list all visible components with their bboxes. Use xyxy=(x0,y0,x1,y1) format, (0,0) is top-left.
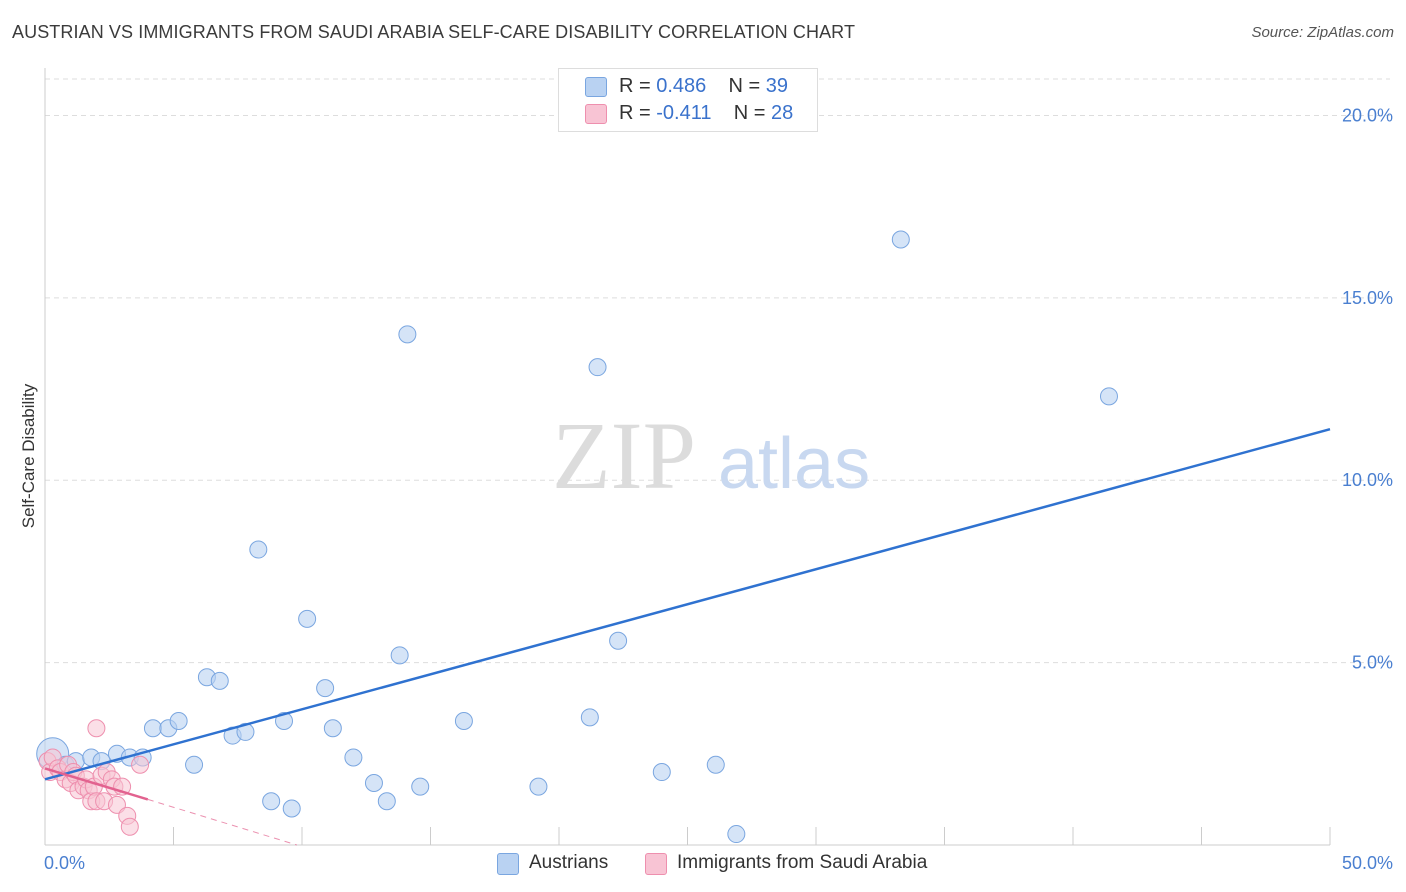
austrians-point xyxy=(169,711,188,730)
source-label: Source: ZipAtlas.com xyxy=(1251,24,1394,41)
legend-r-label: R = xyxy=(619,102,651,124)
legend-r-label: R = xyxy=(619,75,651,97)
legend-text-saudi: R = -0.411 N = 28 xyxy=(619,102,793,125)
y-tick-label-2: 15.0% xyxy=(1342,288,1393,308)
austrians-point xyxy=(282,799,301,818)
y-tick-label-0: 5.0% xyxy=(1352,653,1393,673)
bottom-legend-label-austrians: Austrians xyxy=(529,852,609,873)
austrians-point xyxy=(580,708,599,727)
austrians-point xyxy=(706,755,725,774)
legend-n-label: N = xyxy=(728,75,761,97)
bottom-legend-swatch-pink xyxy=(645,853,667,875)
legend-r-value-austrians: 0.486 xyxy=(656,75,707,97)
austrians-point xyxy=(398,325,417,344)
trend-lines xyxy=(44,427,1331,846)
austrians-point xyxy=(275,711,294,730)
austrians-point xyxy=(609,631,628,650)
y-axis-label: Self-Care Disability xyxy=(19,383,38,528)
austrians-point xyxy=(411,777,430,796)
legend-swatch-blue xyxy=(585,77,607,97)
austrians-point xyxy=(323,719,342,738)
austrians-point xyxy=(891,230,910,249)
legend-text-austrians: R = 0.486 N = 39 xyxy=(619,75,788,98)
austrians-point xyxy=(185,755,204,774)
austrians-trend-line xyxy=(44,427,1331,781)
legend-n-value-austrians: 39 xyxy=(765,75,789,97)
austrians-point xyxy=(1099,387,1118,406)
austrians-point xyxy=(210,671,229,690)
austrians-point xyxy=(390,646,409,665)
austrians-point xyxy=(364,773,383,792)
watermark-atlas: atlas xyxy=(718,424,870,504)
watermark-zip: ZIP xyxy=(552,402,696,509)
bottom-legend-swatch-blue xyxy=(497,853,519,875)
y-tick-label-3: 20.0% xyxy=(1342,105,1393,125)
legend-r-value-saudi: -0.411 xyxy=(656,102,712,124)
bottom-legend-label-saudi: Immigrants from Saudi Arabia xyxy=(677,852,928,873)
saudi-trend-line xyxy=(44,767,149,801)
austrians-point xyxy=(316,679,335,698)
austrians-point xyxy=(529,777,548,796)
legend-swatch-pink xyxy=(585,104,607,124)
gridlines xyxy=(45,78,1390,664)
austrians-point xyxy=(652,763,671,782)
austrians-points xyxy=(36,230,1118,844)
austrians-point xyxy=(727,825,746,844)
austrians-point xyxy=(454,711,473,730)
austrians-point xyxy=(143,719,162,738)
saudi-point xyxy=(87,719,106,738)
correlation-legend: R = 0.486 N = 39 R = -0.411 N = 28 xyxy=(558,68,818,132)
austrians-point xyxy=(262,792,281,811)
tick-labels: 5.0% 10.0% 15.0% 20.0% 0.0% 50.0% xyxy=(44,105,1393,873)
austrians-point xyxy=(377,792,396,811)
chart-title: AUSTRIAN VS IMMIGRANTS FROM SAUDI ARABIA… xyxy=(12,22,856,42)
saudi-point xyxy=(120,817,139,836)
austrians-point xyxy=(344,748,363,767)
axes xyxy=(44,68,1331,846)
saudi-trend-extension xyxy=(147,798,298,846)
legend-n-value-saudi: 28 xyxy=(770,102,794,124)
x-tick-label-0: 0.0% xyxy=(44,853,85,873)
legend-n-label: N = xyxy=(733,102,766,124)
x-tick-label-1: 50.0% xyxy=(1342,853,1393,873)
saudi-point xyxy=(131,755,150,774)
austrians-point xyxy=(249,540,268,559)
saudi-point xyxy=(107,795,126,814)
watermark: ZIP atlas xyxy=(552,402,870,509)
austrians-point xyxy=(298,609,317,628)
austrians-point xyxy=(588,358,607,377)
y-tick-label-1: 10.0% xyxy=(1342,470,1393,490)
